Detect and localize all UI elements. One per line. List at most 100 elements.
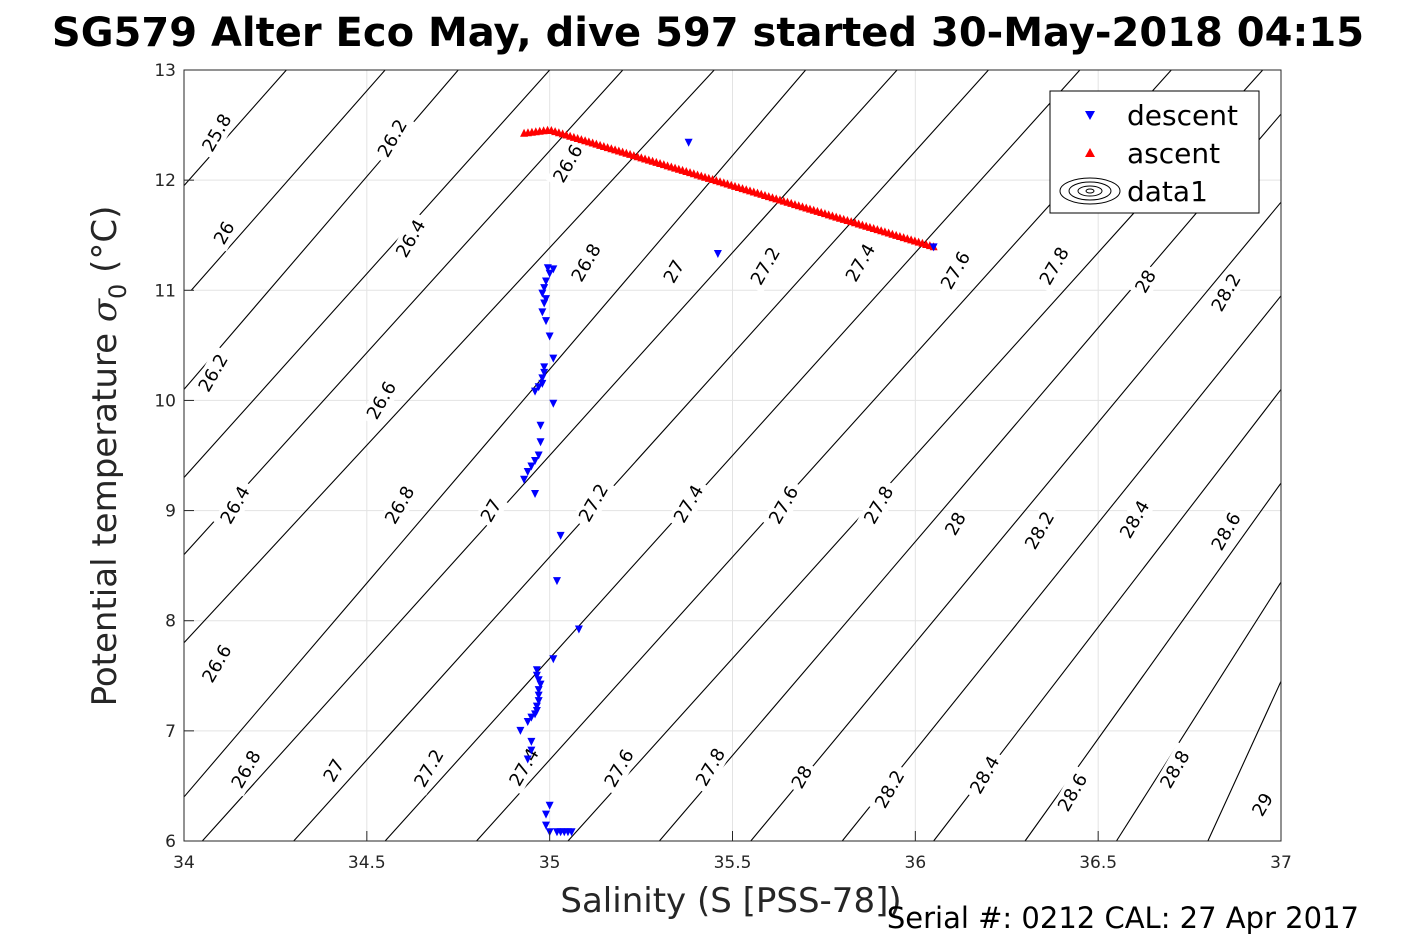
contour-label-bg bbox=[938, 505, 973, 543]
contour-label-bg bbox=[784, 758, 820, 796]
isopycnal-line bbox=[183, 69, 624, 555]
isopycnal-line bbox=[183, 69, 287, 187]
x-tick-label: 35 bbox=[539, 853, 561, 873]
descent-point bbox=[542, 810, 551, 819]
descent-point bbox=[523, 718, 532, 727]
contour-label-bg bbox=[191, 345, 236, 401]
descent-point bbox=[520, 475, 529, 484]
chart-title: SG579 Alter Eco May, dive 597 started 30… bbox=[52, 10, 1364, 56]
contour-label: 26 bbox=[207, 214, 242, 252]
contour-label-bg bbox=[1017, 503, 1062, 558]
descent-point bbox=[532, 671, 541, 680]
contour-label-bg bbox=[597, 741, 642, 796]
descent-point bbox=[549, 655, 558, 664]
contour-label-bg bbox=[194, 636, 239, 691]
x-tick-label: 37 bbox=[1270, 853, 1292, 873]
descent-point bbox=[684, 138, 693, 147]
descent-point bbox=[538, 379, 547, 388]
descent-point bbox=[523, 468, 532, 477]
isopycnal-line bbox=[293, 69, 989, 842]
contour-label-bg bbox=[377, 477, 422, 533]
descent-point bbox=[543, 264, 552, 273]
descent-point bbox=[531, 457, 540, 466]
contour-label-bg bbox=[761, 477, 806, 533]
descent-point bbox=[567, 828, 576, 837]
y-axis-label: Potential temperature σ0 (°C) bbox=[85, 206, 132, 707]
descent-point bbox=[549, 354, 558, 363]
y-tick-label: 9 bbox=[165, 502, 176, 522]
legend-contour-icon bbox=[1059, 177, 1121, 205]
contour-label: 26.6 bbox=[359, 373, 404, 428]
contour-label-bg bbox=[502, 740, 547, 795]
contour-label-bg bbox=[1032, 238, 1077, 294]
contour-label-bg bbox=[856, 477, 901, 533]
x-tick-label: 34.5 bbox=[348, 853, 386, 873]
descent-point bbox=[545, 801, 554, 810]
contour-label-bg bbox=[213, 477, 258, 533]
descent-point bbox=[542, 317, 551, 326]
contour-label-bg bbox=[406, 741, 452, 796]
isopycnal-line bbox=[1207, 681, 1282, 842]
contour-label-bg bbox=[1245, 786, 1280, 824]
contour-label-bg bbox=[1050, 765, 1095, 820]
contour-label-bg bbox=[1128, 262, 1163, 300]
contour-label-bg bbox=[867, 762, 912, 817]
descent-point bbox=[534, 383, 543, 392]
contour-label-bg bbox=[1204, 504, 1249, 559]
descent-point bbox=[527, 462, 536, 471]
contour-label-bg bbox=[743, 238, 788, 294]
descent-point bbox=[527, 746, 536, 755]
contour-label-bg bbox=[933, 243, 978, 298]
contour-label-bg bbox=[1112, 492, 1157, 547]
y-tick-label: 13 bbox=[154, 61, 176, 81]
descent-point bbox=[531, 387, 540, 396]
descent-point bbox=[538, 308, 547, 317]
contour-label-bg bbox=[194, 105, 239, 160]
descent-point bbox=[523, 755, 532, 764]
legend-descent-label: descent bbox=[1127, 99, 1238, 132]
isopycnal-line bbox=[190, 69, 386, 291]
descent-point bbox=[713, 249, 722, 258]
contour-label-bg bbox=[545, 136, 590, 191]
isopycnal-line bbox=[658, 113, 1282, 842]
contour-label-bg bbox=[316, 752, 351, 789]
isopycnal-line bbox=[183, 69, 807, 798]
x-tick-label: 35.5 bbox=[714, 853, 752, 873]
ascent-series bbox=[520, 125, 938, 251]
descent-point bbox=[531, 490, 540, 499]
contour-label-bg bbox=[1152, 742, 1197, 797]
contour-label-bg bbox=[688, 740, 733, 795]
y-tick-label: 10 bbox=[154, 391, 176, 411]
legend-box bbox=[1049, 90, 1260, 214]
descent-point bbox=[542, 277, 551, 286]
descent-point bbox=[536, 438, 545, 447]
contour-label-bg bbox=[370, 111, 415, 166]
contour-label-bg bbox=[474, 492, 509, 530]
contour-label-bg bbox=[666, 476, 711, 532]
contour-label: 28 bbox=[1128, 262, 1163, 300]
descent-point bbox=[552, 577, 561, 586]
y-tick-label: 7 bbox=[165, 722, 176, 742]
contour-label-bg bbox=[564, 235, 609, 290]
descent-point bbox=[527, 713, 536, 722]
isopycnal-line bbox=[183, 69, 715, 644]
y-tick-label: 11 bbox=[154, 281, 176, 301]
descent-point bbox=[556, 531, 565, 540]
x-axis-ticks: 34 34.5 35 35.5 36 36.5 37 bbox=[173, 831, 1292, 873]
descent-point bbox=[532, 707, 541, 716]
x-tick-label: 36.5 bbox=[1079, 853, 1117, 873]
descent-point bbox=[534, 697, 543, 706]
x-axis-label: Salinity (S [PSS-78]) bbox=[560, 881, 901, 921]
serial-cal-info: Serial #: 0212 CAL: 27 Apr 2017 bbox=[887, 901, 1359, 935]
descent-point bbox=[540, 284, 549, 293]
x-tick-label: 34 bbox=[173, 853, 195, 873]
contour-label-bg bbox=[656, 253, 692, 291]
y-axis-ticks: 6 7 8 9 10 11 12 13 bbox=[154, 61, 194, 852]
descent-point bbox=[549, 399, 558, 408]
descent-point bbox=[540, 363, 549, 372]
x-tick-label: 36 bbox=[905, 853, 927, 873]
contour-label-bg bbox=[388, 211, 433, 266]
isopycnal-line bbox=[183, 69, 551, 478]
y-tick-label: 6 bbox=[165, 832, 176, 852]
